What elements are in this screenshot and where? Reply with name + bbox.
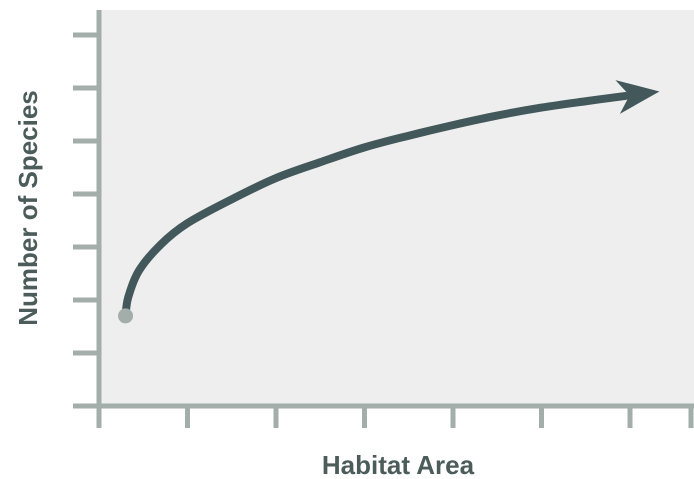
x-axis-title: Habitat Area	[322, 450, 475, 479]
y-axis-ticks	[73, 32, 99, 356]
species-area-curve	[121, 91, 630, 320]
y-axis-title: Number of Species	[13, 90, 43, 326]
plot-background	[99, 10, 694, 406]
curve-start-point	[118, 308, 134, 324]
x-axis-ticks	[96, 406, 694, 428]
curve-arrowhead	[615, 80, 660, 114]
